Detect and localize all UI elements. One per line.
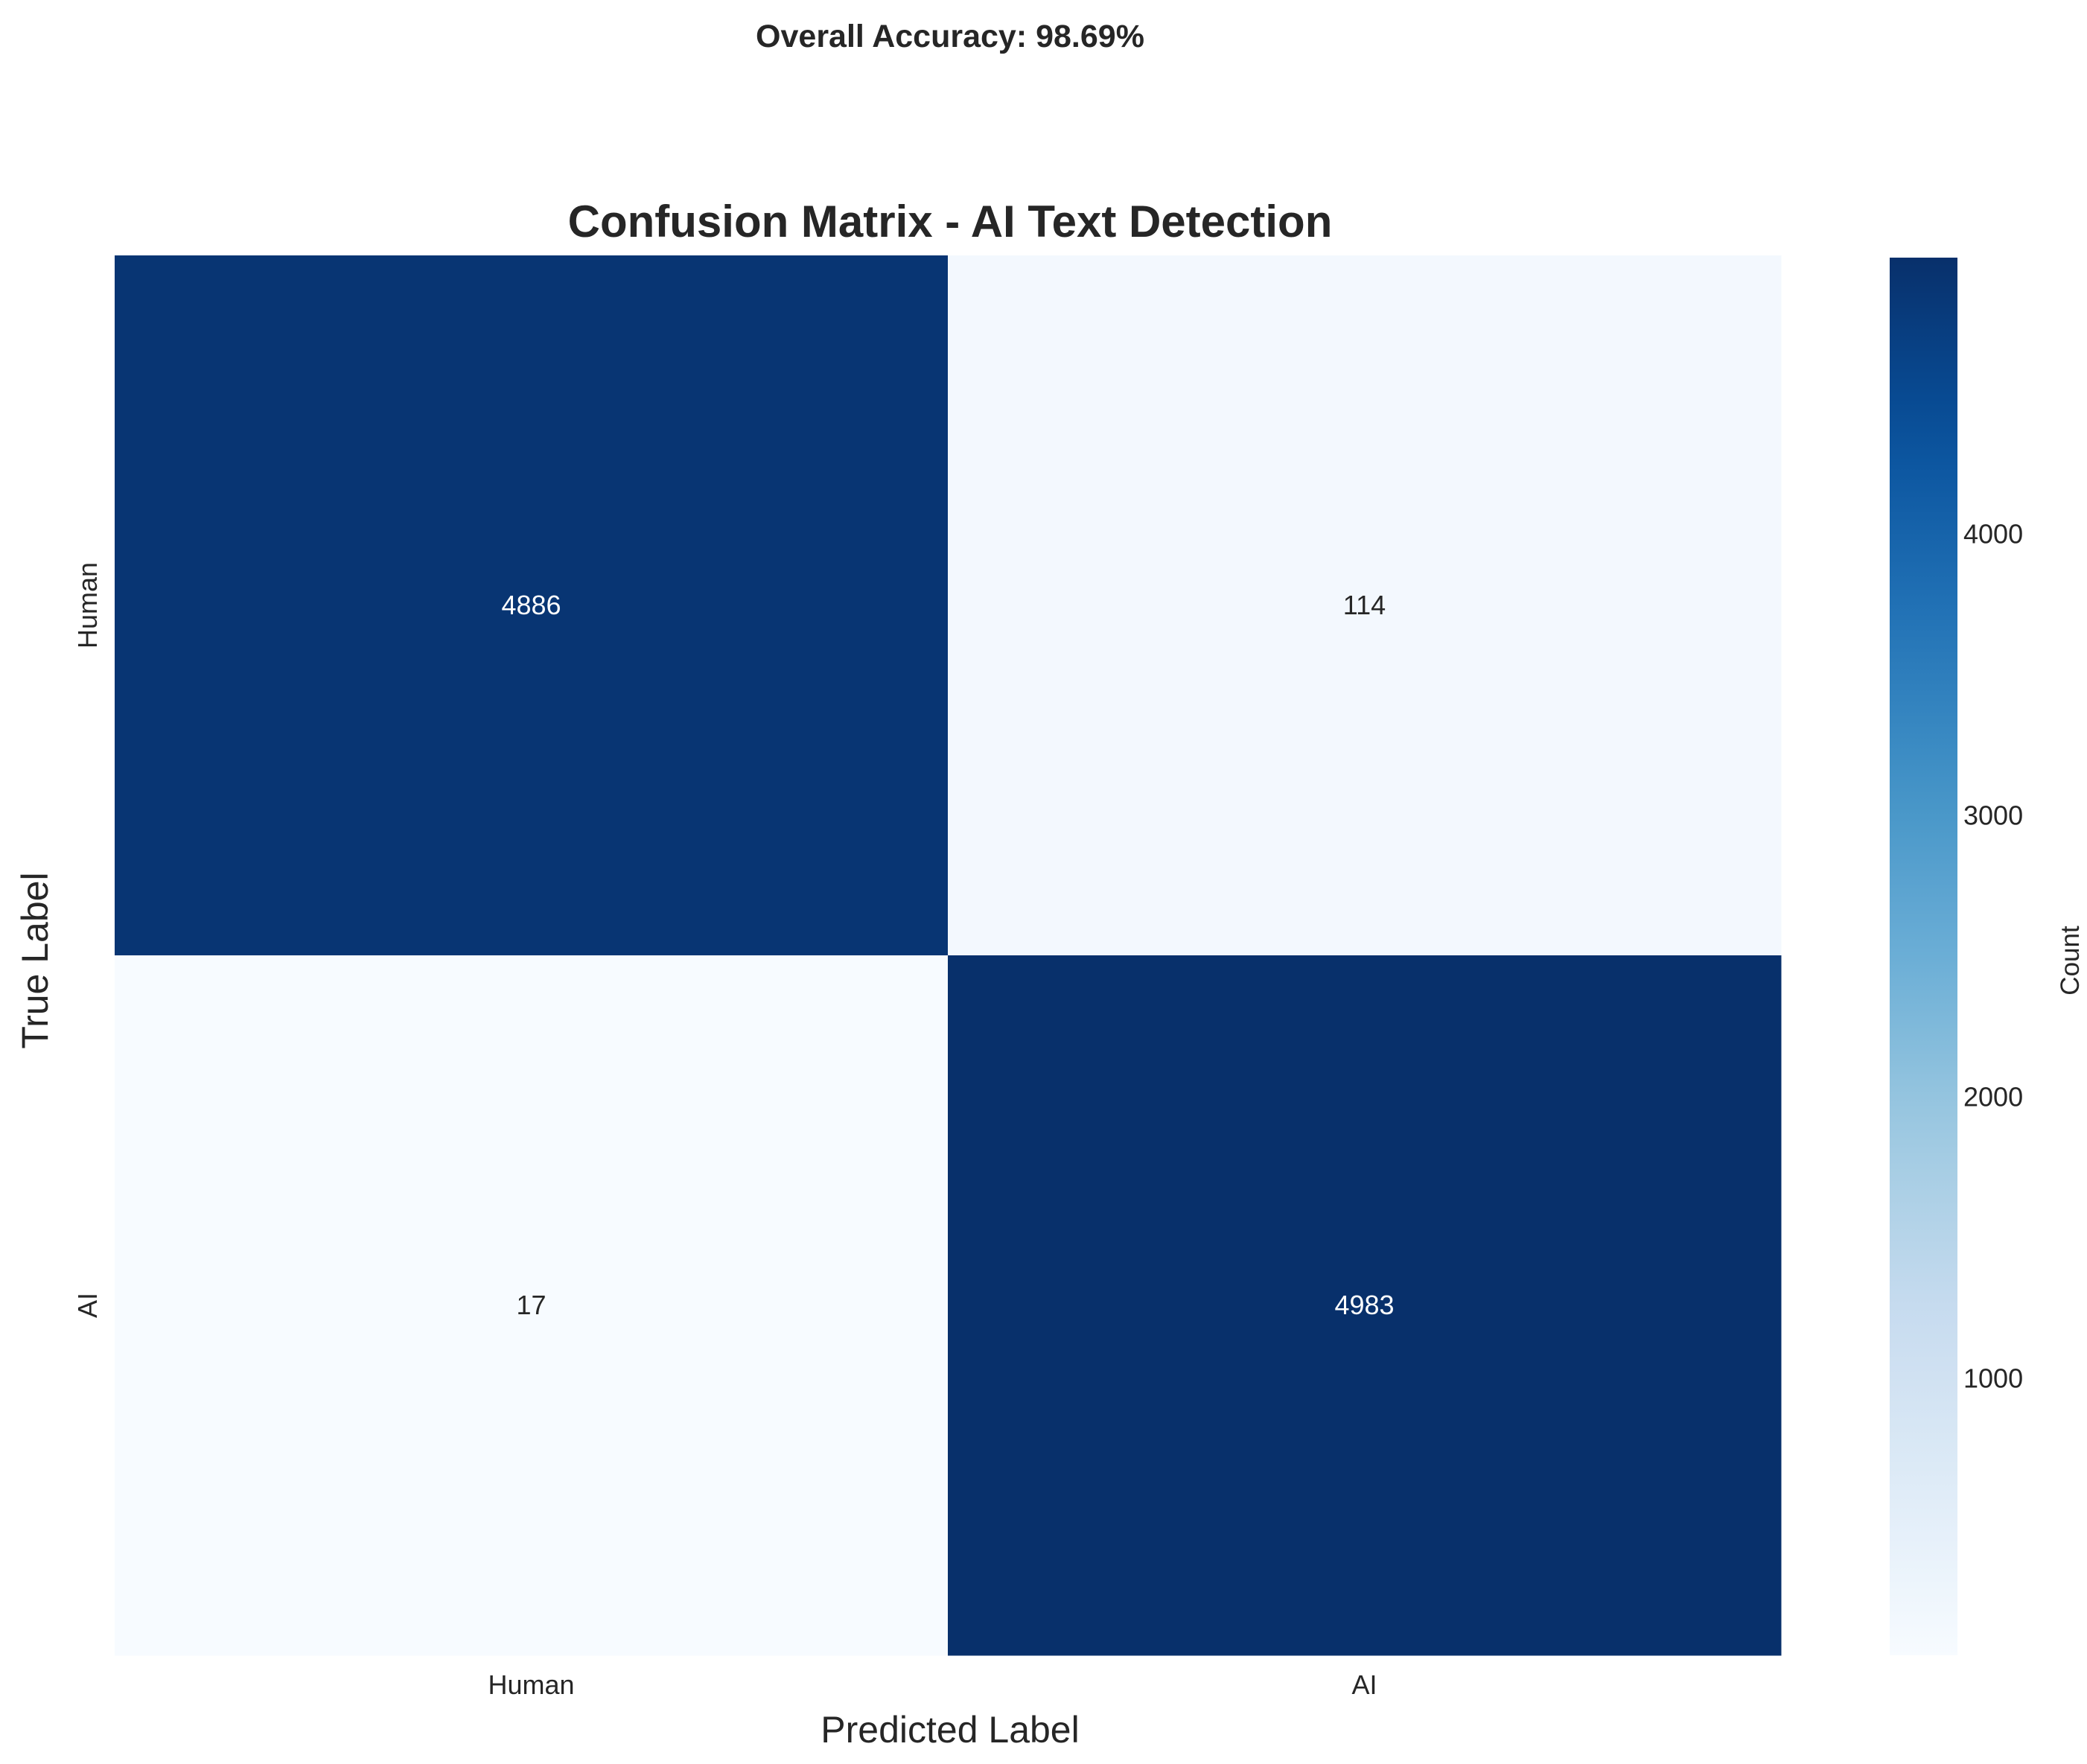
cell-value-label: 4886: [501, 590, 561, 620]
heatmap-cell: [115, 255, 949, 956]
y-tick-label: AI: [72, 1293, 103, 1318]
y-axis-label: True Label: [14, 872, 56, 1048]
y-tick-labels: Human AI: [72, 562, 103, 1318]
y-tick-label: Human: [72, 562, 103, 649]
colorbar-tick-label: 1000: [1963, 1363, 2023, 1393]
heatmap-cell: [948, 955, 1782, 1656]
chart-title: Confusion Matrix - AI Text Detection: [568, 197, 1333, 246]
suptitle: Overall Accuracy: 98.69%: [756, 19, 1144, 54]
colorbar-label: Count: [2056, 926, 2085, 996]
colorbar-ticks: 1000 2000 3000 4000: [1963, 519, 2023, 1394]
x-tick-label: AI: [1351, 1669, 1377, 1700]
colorbar-tick-label: 2000: [1963, 1081, 2023, 1112]
x-axis-label: Predicted Label: [821, 1709, 1079, 1751]
x-tick-labels: Human AI: [488, 1669, 1377, 1700]
cell-value-label: 114: [1343, 590, 1386, 620]
heatmap-cell-labels: 4886 114 17 4983: [501, 590, 1394, 1320]
x-tick-label: Human: [488, 1669, 574, 1700]
heatmap-cell: [115, 955, 949, 1656]
colorbar-tick-label: 4000: [1963, 519, 2023, 550]
heatmap-cells: [115, 255, 1782, 1656]
colorbar: [1890, 258, 1957, 1655]
colorbar-tick-label: 3000: [1963, 800, 2023, 831]
cell-value-label: 4983: [1334, 1290, 1394, 1320]
cell-value-label: 17: [516, 1290, 546, 1320]
heatmap-cell: [948, 255, 1782, 956]
